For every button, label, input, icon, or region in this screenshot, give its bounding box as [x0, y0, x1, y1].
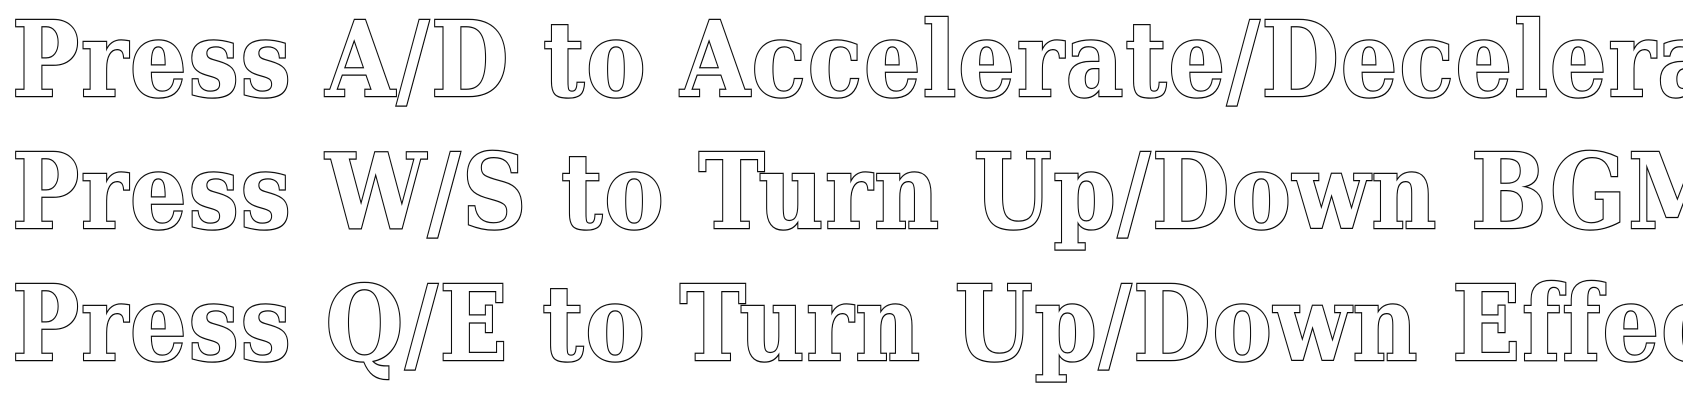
- effects-volume-instruction: Press Q/E to Turn Up/Down Effects: [11, 262, 1683, 385]
- bgm-volume-instruction: Press W/S to Turn Up/Down BGM: [11, 130, 1683, 253]
- accelerate-decelerate-instruction: Press A/D to Accelerate/Decelerate: [11, 0, 1683, 121]
